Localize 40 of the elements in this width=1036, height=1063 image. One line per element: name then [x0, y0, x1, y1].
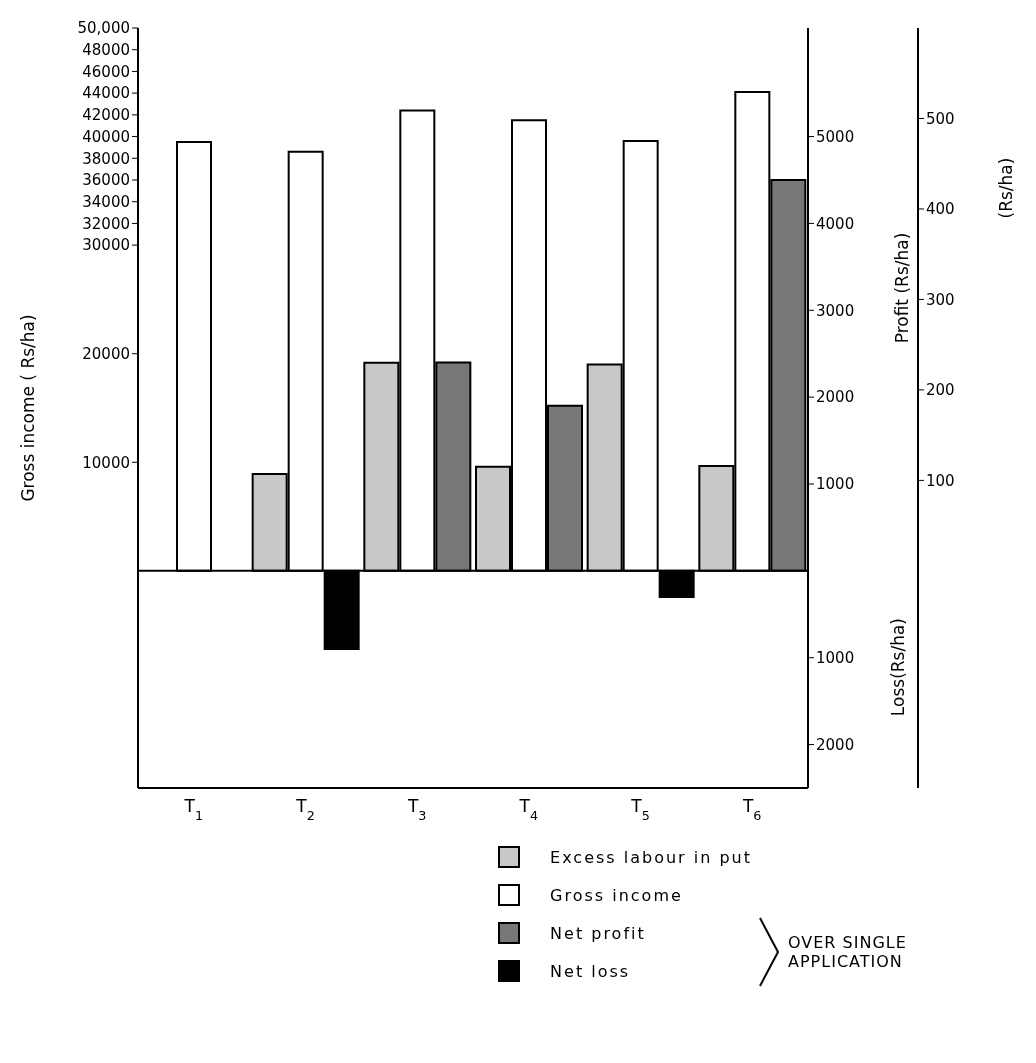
y-tick-label: 34000	[82, 193, 130, 212]
y-tick-label: 38000	[82, 149, 130, 168]
y3-axis-title: (Rs/ha)	[996, 157, 1017, 219]
y-tick-label: 50,000	[77, 19, 130, 38]
y-tick-label: 30000	[82, 236, 130, 255]
y-tick-label: 42000	[82, 106, 130, 125]
legend-label: Gross income	[550, 885, 683, 905]
y3-tick-label: 200	[926, 381, 955, 400]
x-tick-label: T$_{1}$	[183, 796, 204, 823]
text: OVER SINGLE APPLICATION	[788, 933, 908, 971]
y-tick-label: 40000	[82, 127, 130, 146]
y3-tick-label: 500	[926, 109, 955, 128]
x-tick-label: T$_{5}$	[630, 796, 650, 823]
y-tick-label: 20000	[82, 345, 130, 364]
y-tick-label: 32000	[82, 214, 130, 233]
y3-tick-label: 100	[926, 471, 955, 490]
y-tick-label: 10000	[82, 453, 130, 472]
y-tick-label: 36000	[82, 171, 130, 190]
y3-tick-label: 400	[926, 200, 955, 219]
legend-label: Net loss	[550, 961, 631, 981]
y2-tick-label: 4000	[816, 214, 855, 233]
y2-axis-title: Profit (Rs/ha)	[892, 232, 913, 344]
y3-tick-label: 300	[926, 290, 955, 309]
text: Loss(Rs/ha)	[888, 618, 908, 717]
legend-label: Net profit	[550, 923, 646, 943]
y2-tick-label: 5000	[816, 127, 855, 146]
y-tick-label: 48000	[82, 41, 130, 60]
y2-tick-label: 1000	[816, 649, 855, 668]
y-tick-label: 44000	[82, 84, 130, 103]
y2-tick-label: 2000	[816, 388, 855, 407]
x-tick-label: T$_{4}$	[518, 796, 539, 823]
y2-tick-label: 2000	[816, 735, 855, 754]
x-tick-label: T$_{6}$	[741, 796, 762, 823]
y-axis-title: Gross income ( Rs/ha)	[18, 314, 39, 502]
y-tick-label: 46000	[82, 62, 130, 81]
x-tick-label: T$_{2}$	[295, 796, 315, 823]
x-tick-label: T$_{3}$	[406, 796, 427, 823]
legend-label: Excess labour in put	[550, 847, 752, 867]
y2-tick-label: 1000	[816, 475, 855, 494]
y2-tick-label: 3000	[816, 301, 855, 320]
